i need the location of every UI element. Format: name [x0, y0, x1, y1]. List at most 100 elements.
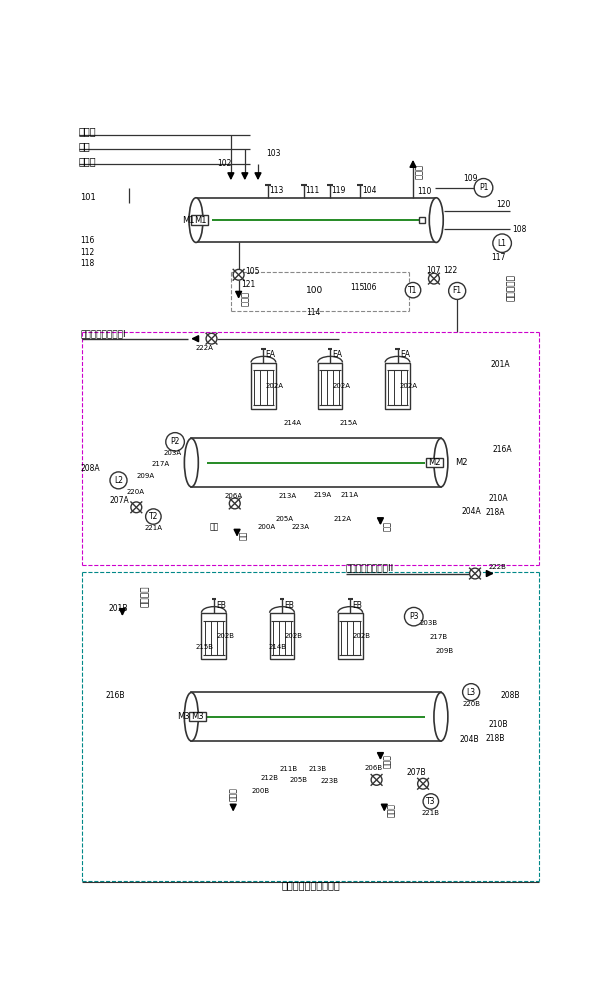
Ellipse shape	[434, 438, 448, 487]
Text: 115: 115	[350, 283, 365, 292]
Text: 反应液去后续处理工序: 反应液去后续处理工序	[281, 880, 340, 890]
Text: 217B: 217B	[429, 634, 447, 640]
Circle shape	[131, 502, 142, 513]
Text: 119: 119	[331, 186, 346, 195]
Text: 213B: 213B	[308, 766, 327, 772]
Text: 223A: 223A	[291, 524, 310, 530]
Text: 207A: 207A	[110, 496, 130, 505]
Text: 210A: 210A	[489, 494, 509, 503]
Text: 220A: 220A	[126, 489, 144, 495]
Text: 208B: 208B	[501, 691, 520, 700]
Text: 107: 107	[426, 266, 441, 275]
Text: EB: EB	[284, 601, 294, 610]
Bar	[338, 613, 362, 659]
Bar	[251, 363, 276, 409]
Text: 202B: 202B	[284, 633, 302, 639]
Text: 214A: 214A	[283, 420, 302, 426]
Bar	[202, 613, 226, 659]
Text: T3: T3	[426, 797, 436, 806]
Bar	[270, 613, 294, 659]
Text: 222B: 222B	[488, 564, 506, 570]
Text: 214B: 214B	[268, 644, 286, 650]
Text: 出料: 出料	[383, 521, 392, 531]
Text: 215B: 215B	[196, 644, 214, 650]
Text: 219A: 219A	[313, 492, 331, 498]
Bar	[191, 215, 208, 225]
Ellipse shape	[185, 438, 198, 487]
Text: 117: 117	[491, 253, 506, 262]
Text: 尿素: 尿素	[79, 141, 90, 151]
Text: 热媒进: 热媒进	[387, 803, 396, 817]
Text: 热媒: 热媒	[209, 522, 219, 531]
Text: 201B: 201B	[109, 604, 128, 613]
Text: 211B: 211B	[280, 766, 298, 772]
Text: 201A: 201A	[490, 360, 510, 369]
Text: P3: P3	[409, 612, 418, 621]
Text: 103: 103	[266, 149, 280, 158]
Text: L1: L1	[498, 239, 507, 248]
Text: 202B: 202B	[353, 633, 370, 639]
Text: 多元醇: 多元醇	[79, 156, 97, 166]
Text: 热媒出: 热媒出	[415, 164, 424, 179]
Circle shape	[233, 269, 244, 280]
Text: 热媒出: 热媒出	[229, 788, 239, 801]
Text: L3: L3	[467, 688, 476, 697]
Text: 218B: 218B	[485, 734, 504, 743]
Text: 热媒: 热媒	[239, 531, 248, 540]
Text: 热媒出: 热媒出	[383, 754, 392, 768]
Text: M3: M3	[177, 712, 190, 721]
Text: 101: 101	[81, 192, 97, 202]
Circle shape	[449, 282, 466, 299]
Circle shape	[429, 273, 439, 284]
Circle shape	[229, 498, 240, 509]
Text: 220B: 220B	[462, 701, 480, 707]
Text: 205B: 205B	[290, 777, 308, 783]
Text: 108: 108	[512, 225, 527, 234]
Circle shape	[470, 568, 480, 579]
Bar	[426, 458, 443, 467]
Text: 热媒进: 热媒进	[241, 291, 250, 306]
Text: 112: 112	[81, 248, 95, 257]
Ellipse shape	[434, 692, 448, 741]
Bar	[191, 692, 441, 741]
Text: 210B: 210B	[489, 720, 509, 729]
Text: 不凝气去真空系统II: 不凝气去真空系统II	[345, 564, 394, 573]
Text: 212B: 212B	[260, 775, 279, 781]
Text: 222A: 222A	[196, 345, 214, 351]
Text: 111: 111	[305, 186, 319, 195]
Text: 217A: 217A	[152, 461, 170, 467]
Circle shape	[423, 794, 439, 809]
Text: P1: P1	[479, 183, 488, 192]
Text: 215A: 215A	[339, 420, 358, 426]
Text: M1: M1	[182, 216, 195, 225]
Text: M2: M2	[429, 458, 441, 467]
Text: 202A: 202A	[266, 383, 283, 389]
Text: 221B: 221B	[422, 810, 440, 816]
Text: 202A: 202A	[333, 383, 350, 389]
Text: EB: EB	[353, 601, 362, 610]
Text: 122: 122	[443, 266, 458, 275]
Text: 原料混合器: 原料混合器	[507, 274, 516, 301]
Text: EA: EA	[400, 350, 410, 359]
Text: 204A: 204A	[462, 507, 481, 516]
Text: 203A: 203A	[163, 450, 181, 456]
Text: 104: 104	[362, 186, 376, 195]
Bar	[196, 198, 436, 242]
Text: 209A: 209A	[137, 473, 154, 479]
Ellipse shape	[429, 198, 443, 242]
Text: P2: P2	[171, 437, 180, 446]
Text: T1: T1	[409, 286, 418, 295]
Text: 212A: 212A	[333, 516, 351, 522]
Text: 113: 113	[270, 186, 284, 195]
Bar	[385, 363, 410, 409]
Text: 粗反应液: 粗反应液	[141, 585, 150, 607]
Circle shape	[371, 774, 382, 785]
Text: 105: 105	[245, 267, 259, 276]
Text: 205A: 205A	[276, 516, 294, 522]
Bar	[317, 363, 342, 409]
Text: M1: M1	[194, 216, 206, 225]
Text: 催化剂: 催化剂	[79, 127, 97, 137]
Text: 209B: 209B	[435, 648, 453, 654]
Text: 100: 100	[306, 286, 323, 295]
Circle shape	[463, 684, 480, 701]
